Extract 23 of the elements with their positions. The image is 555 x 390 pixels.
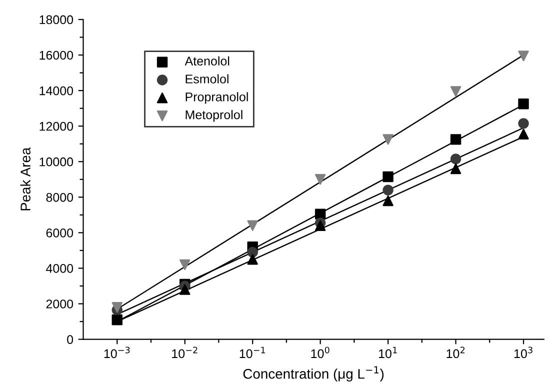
x-tick-label: 10$^{−3}$	[104, 346, 130, 358]
y-tick-label: 14000	[40, 86, 74, 96]
y-tick-label: 12000	[40, 122, 74, 131]
y-tick-label: 6000	[46, 228, 74, 238]
y-tick-label: 4000	[46, 264, 74, 273]
x-tick-label: 10$^{−2}$	[172, 346, 198, 358]
legend-label: Atenolol	[184, 56, 230, 66]
y-tick-label: 8000	[46, 192, 74, 202]
legend-label: Esmolol	[186, 74, 228, 84]
y-tick-label: 10000	[40, 157, 74, 166]
y-tick-label: 2000	[46, 300, 74, 308]
y-tick-label: 18000	[40, 15, 74, 24]
y-tick-label: 16000	[40, 50, 74, 60]
x-tick-label: 10$^{1}$	[379, 346, 397, 358]
y-axis-title: Peak Area	[20, 147, 30, 210]
y-tick-label: 0	[67, 335, 74, 344]
x-tick-label: 10$^{2}$	[446, 346, 464, 358]
legend-label: Propranolol	[186, 92, 248, 104]
x-tick-label: 10$^{0}$	[311, 346, 330, 358]
x-tick-label: 10$^{3}$	[514, 346, 532, 358]
x-tick-label: 10$^{−1}$	[240, 346, 266, 358]
x-axis-title: Concentration (μg L$^{−1}$)	[243, 366, 384, 382]
legend-label: Metoprolol	[186, 110, 242, 122]
